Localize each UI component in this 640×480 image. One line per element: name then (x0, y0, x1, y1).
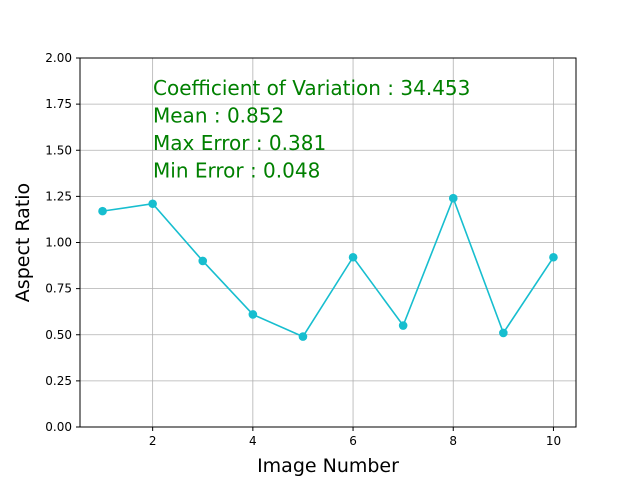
data-point (549, 252, 558, 262)
y-tick-label: 0.25 (45, 374, 72, 388)
data-point (499, 328, 508, 338)
annotation-line: Max Error : 0.381 (153, 131, 326, 155)
y-tick-label: 1.75 (45, 97, 72, 111)
data-point (198, 256, 208, 266)
y-tick-label: 1.25 (45, 189, 72, 203)
x-tick-label: 2 (149, 434, 157, 448)
x-tick-label: 6 (349, 434, 357, 448)
y-tick-label: 2.00 (45, 51, 72, 65)
data-point (348, 252, 358, 262)
data-point (248, 310, 258, 319)
y-tick-label: 1.50 (45, 143, 72, 157)
annotation-line: Min Error : 0.048 (153, 159, 320, 183)
data-point (298, 332, 308, 341)
y-tick-label: 0.00 (45, 420, 72, 434)
annotation-line: Mean : 0.852 (153, 104, 284, 128)
grid-layer (80, 57, 576, 428)
data-point (398, 321, 408, 330)
data-point (448, 193, 458, 203)
y-tick-label: 1.00 (45, 236, 72, 250)
tick-layer: 0.00 0.25 0.50 0.75 1.00 1.25 1.50 1.75 2.00 2 4 6 8… (45, 51, 561, 448)
series-line (102, 195, 555, 338)
x-tick-label: 4 (249, 434, 257, 448)
x-tick-label: 10 (546, 434, 561, 448)
data-point (148, 199, 157, 209)
annotation-layer: Coefficient of Variation : 34.453 Mean : … (153, 76, 470, 183)
data-point (98, 206, 107, 216)
x-tick-label: 8 (449, 434, 457, 448)
annotation-line: Coefficient of Variation : 34.453 (153, 76, 470, 100)
x-axis-title: Image Number (257, 455, 399, 477)
y-tick-label: 0.75 (45, 282, 72, 296)
y-axis-title: Aspect Ratio (12, 183, 34, 302)
series-layer (98, 193, 558, 341)
y-tick-label: 0.50 (45, 328, 72, 342)
